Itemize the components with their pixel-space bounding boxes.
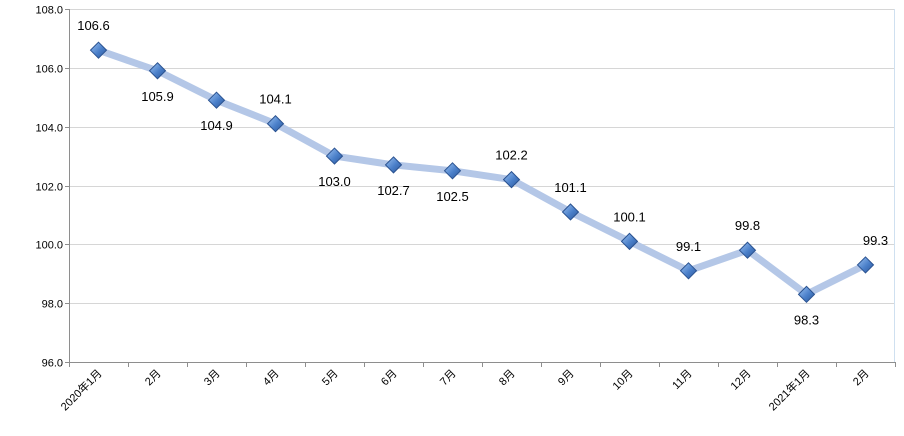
data-label: 104.1 xyxy=(259,92,292,107)
data-label: 106.6 xyxy=(77,18,110,33)
x-tick-label: 2月 xyxy=(143,368,164,389)
x-tick-label: 2021年1月 xyxy=(766,366,813,413)
data-point-marker xyxy=(384,156,403,174)
x-tick-label: 11月 xyxy=(670,368,694,392)
data-label: 102.7 xyxy=(377,183,410,198)
data-label: 103.0 xyxy=(318,174,351,189)
y-tick-label: 98.0 xyxy=(42,299,63,311)
x-tick-labels: 2020年1月 2月 3月 4月 5月 6月 7月 8月 9月 10月 11月 12月 2021年1月 2… xyxy=(58,366,872,413)
data-label: 99.1 xyxy=(676,239,701,254)
x-tick-label: 8月 xyxy=(497,368,518,389)
data-label: 99.3 xyxy=(863,233,888,248)
y-tick-label: 96.0 xyxy=(42,358,63,370)
x-tick-label: 5月 xyxy=(320,368,341,389)
x-tick-label: 3月 xyxy=(202,368,223,389)
data-label: 104.9 xyxy=(200,118,233,133)
data-point-marker xyxy=(443,162,462,180)
axes xyxy=(65,9,896,367)
data-point-marker xyxy=(207,91,226,109)
data-label: 100.1 xyxy=(613,209,646,224)
data-point-marker xyxy=(856,256,875,274)
grid-lines xyxy=(69,9,895,363)
data-labels: 106.6 105.9 104.9 104.1 103.0 102.7 102.5 102.2… xyxy=(77,18,888,327)
data-label: 98.3 xyxy=(794,312,819,327)
data-point-marker xyxy=(797,285,816,304)
x-tick-label: 6月 xyxy=(379,368,400,389)
data-label: 99.8 xyxy=(735,218,760,233)
x-tick-label: 7月 xyxy=(438,368,459,389)
x-tick-label: 4月 xyxy=(261,368,282,389)
y-tick-labels: 96.0 98.0 100.0 102.0 104.0 106.0 108.0 xyxy=(35,5,63,370)
data-point-marker xyxy=(89,41,108,59)
x-tick-label: 2月 xyxy=(851,368,872,389)
x-tick-label: 9月 xyxy=(556,368,577,389)
x-tick-label: 12月 xyxy=(729,368,754,393)
y-tick-label: 102.0 xyxy=(35,182,63,194)
y-tick-label: 108.0 xyxy=(35,5,63,17)
data-label: 102.2 xyxy=(495,148,528,163)
data-label: 101.1 xyxy=(554,180,587,195)
data-label: 105.9 xyxy=(141,89,174,104)
data-point-marker xyxy=(325,147,344,165)
y-tick-label: 104.0 xyxy=(35,123,63,135)
markers xyxy=(89,41,875,304)
series-line xyxy=(95,46,869,298)
data-label: 102.5 xyxy=(436,189,469,204)
x-tick-label: 2020年1月 xyxy=(58,366,105,413)
data-point-marker xyxy=(679,262,698,280)
data-point-marker xyxy=(502,170,521,189)
data-point-marker xyxy=(561,203,580,221)
data-point-marker xyxy=(148,62,167,80)
series-line-layer xyxy=(95,46,869,298)
data-point-marker xyxy=(266,115,285,133)
data-point-marker xyxy=(738,241,757,259)
y-tick-label: 106.0 xyxy=(35,64,63,76)
x-tick-label: 10月 xyxy=(611,368,636,393)
data-point-marker xyxy=(620,232,639,251)
y-tick-label: 100.0 xyxy=(35,240,63,252)
